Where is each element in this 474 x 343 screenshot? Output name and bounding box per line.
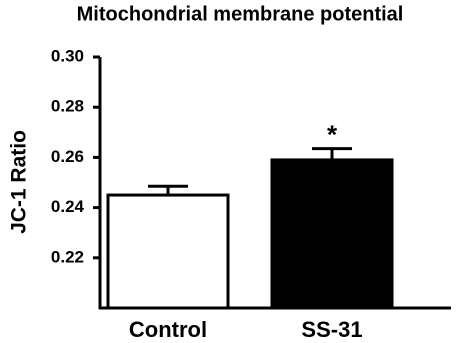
y-tick-label: 0.22: [51, 247, 84, 266]
x-tick-label: SS-31: [301, 317, 362, 342]
bar: [270, 158, 394, 310]
y-tick-label: 0.26: [51, 147, 84, 166]
y-tick-label: 0.30: [51, 46, 84, 65]
y-tick-label: 0.28: [51, 97, 84, 116]
y-tick-label: 0.24: [51, 197, 85, 216]
significance-marker: *: [327, 119, 338, 149]
chart-title: Mitochondrial membrane potential: [77, 3, 404, 25]
x-tick-label: Control: [129, 317, 207, 342]
bar: [106, 193, 230, 310]
y-axis-label: JC-1 Ratio: [8, 130, 31, 234]
